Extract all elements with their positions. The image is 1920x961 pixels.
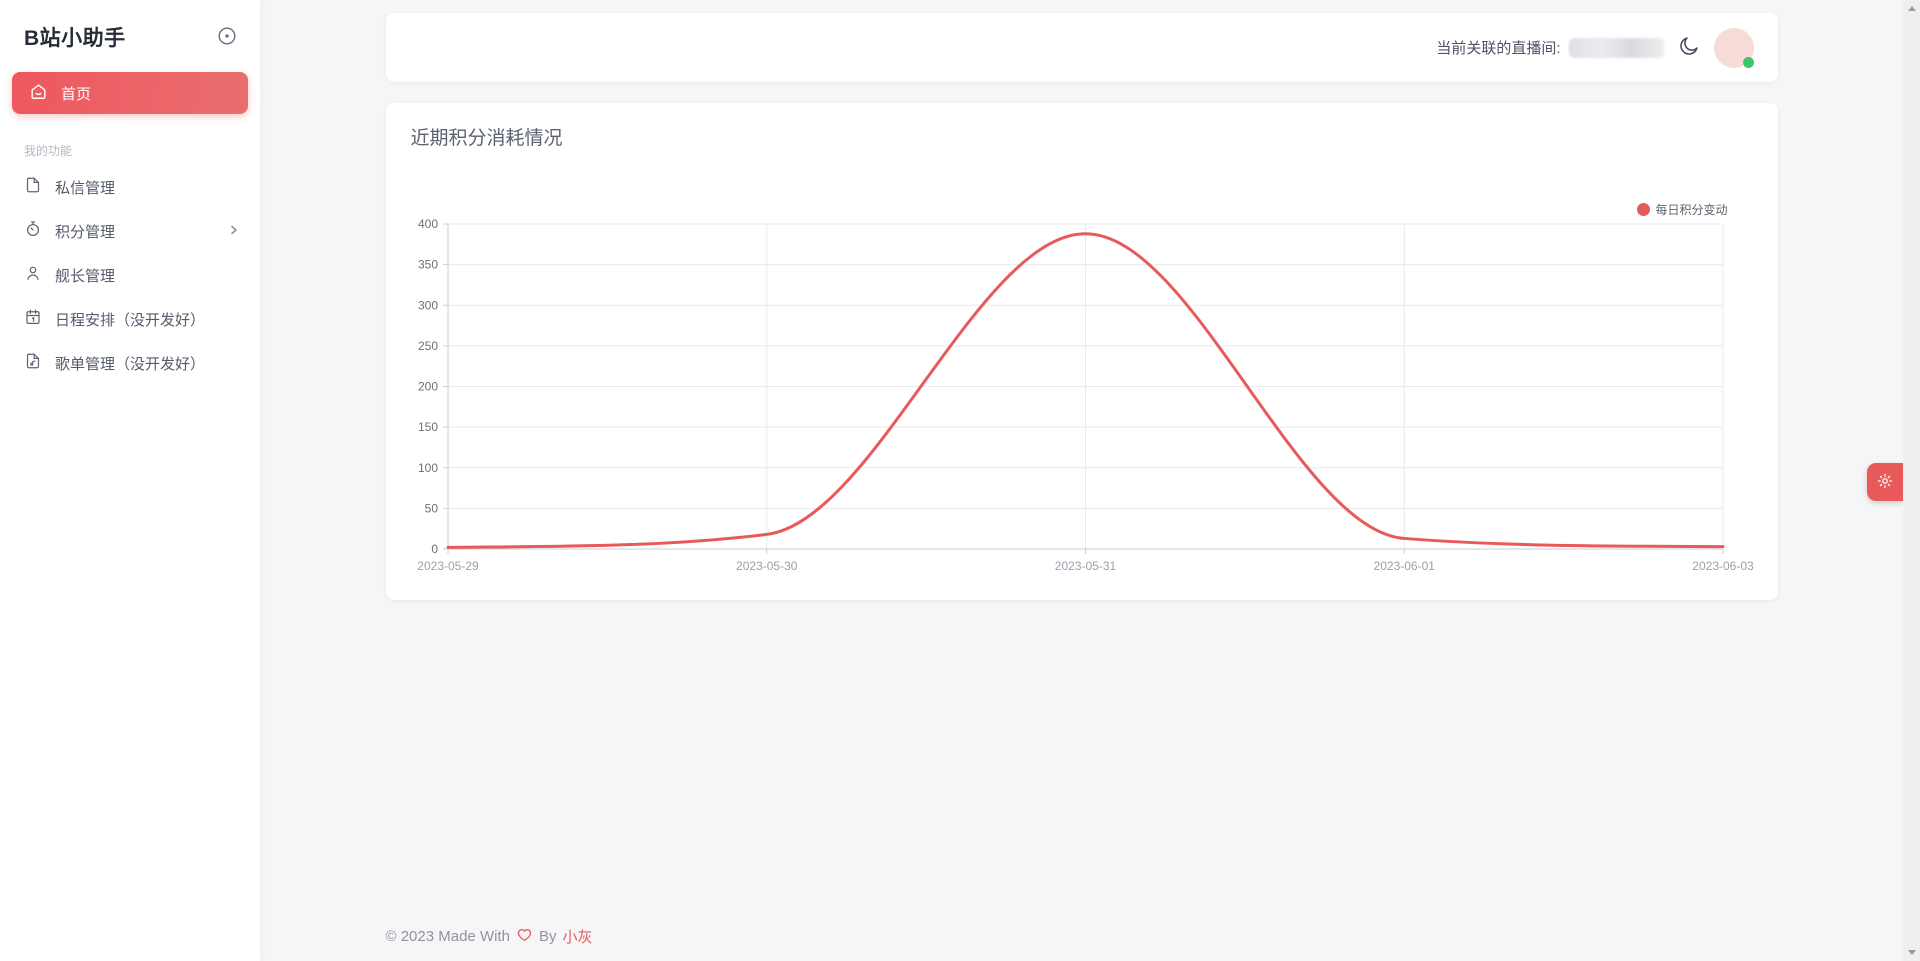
document-icon <box>24 176 42 198</box>
moon-icon <box>1678 35 1700 60</box>
svg-text:2023-05-29: 2023-05-29 <box>417 559 479 573</box>
sidebar-item-label: 舰长管理 <box>55 267 116 285</box>
sidebar-item-label: 首页 <box>61 85 92 103</box>
linked-room-label: 当前关联的直播间: <box>1436 40 1561 57</box>
sidebar-item-private-messages[interactable]: 私信管理 <box>0 165 260 209</box>
svg-text:2023-06-01: 2023-06-01 <box>1373 559 1435 573</box>
svg-text:200: 200 <box>417 380 437 394</box>
svg-text:300: 300 <box>417 298 437 312</box>
scroll-down-button[interactable] <box>1907 944 1916 961</box>
sidebar-item-captains[interactable]: 舰长管理 <box>0 253 260 297</box>
svg-text:2023-05-30: 2023-05-30 <box>736 559 798 573</box>
theme-toggle-button[interactable] <box>1678 35 1700 60</box>
avatar[interactable] <box>1713 27 1754 68</box>
svg-text:50: 50 <box>424 501 438 515</box>
svg-text:2023-05-31: 2023-05-31 <box>1054 559 1116 573</box>
gear-icon <box>1876 472 1894 493</box>
circle-dot-icon <box>216 25 238 50</box>
points-chart-card: 近期积分消耗情况 每日积分变动 0 50 100 150 200 250 300 350 400… <box>385 103 1778 600</box>
scroll-up-arrow-icon <box>1907 6 1916 11</box>
sidebar-item-schedule[interactable]: 日程安排（没开发好） <box>0 297 260 341</box>
collapse-sidebar-button[interactable] <box>216 25 238 50</box>
sidebar-item-home[interactable]: 首页 <box>12 72 248 114</box>
sidebar-item-label: 日程安排（没开发好） <box>55 311 206 329</box>
svg-text:100: 100 <box>417 461 437 475</box>
heart-outline-icon <box>516 926 533 947</box>
app-title: B站小助手 <box>24 27 126 50</box>
timer-icon <box>24 220 42 242</box>
svg-text:0: 0 <box>431 542 438 556</box>
chart-title: 近期积分消耗情况 <box>410 128 563 149</box>
sidebar-item-playlist[interactable]: 歌单管理（没开发好） <box>0 341 260 385</box>
chevron-right-icon <box>228 223 240 240</box>
sidebar-item-label: 积分管理 <box>55 223 116 241</box>
sidebar-header: B站小助手 <box>0 0 260 68</box>
playlist-icon <box>24 352 42 374</box>
top-header-card: 当前关联的直播间: <box>385 13 1778 82</box>
chart-legend[interactable]: 每日积分变动 <box>1637 201 1728 218</box>
scroll-down-arrow-icon <box>1907 950 1916 955</box>
sidebar-item-points[interactable]: 积分管理 <box>0 209 260 253</box>
vertical-scrollbar[interactable] <box>1903 0 1920 961</box>
sidebar-item-label: 歌单管理（没开发好） <box>55 355 206 373</box>
main-area: 当前关联的直播间: 近期积分消耗情况 每日积分变动 0 50 100 150 200 25… <box>260 0 1903 961</box>
svg-text:350: 350 <box>417 258 437 272</box>
scroll-up-button[interactable] <box>1907 0 1916 17</box>
sidebar-item-label: 私信管理 <box>55 179 116 197</box>
settings-fab-button[interactable] <box>1867 463 1903 501</box>
calendar-icon <box>24 308 42 330</box>
footer-by-text: By <box>538 928 557 945</box>
svg-text:2023-06-03: 2023-06-03 <box>1692 559 1754 573</box>
svg-text:150: 150 <box>417 420 437 434</box>
legend-dot-icon <box>1637 203 1651 216</box>
room-id-redacted <box>1568 37 1664 58</box>
home-smile-icon <box>29 82 48 105</box>
svg-text:250: 250 <box>417 339 437 353</box>
svg-text:400: 400 <box>417 217 437 231</box>
line-chart[interactable]: 0 50 100 150 200 250 300 350 400 2023-05-29 2023-0… <box>386 103 1778 600</box>
user-icon <box>24 264 42 286</box>
footer-copyright: © 2023 Made With <box>385 928 510 945</box>
sidebar-section-label: 我的功能 <box>24 144 73 158</box>
footer: © 2023 Made With By 小灰 <box>386 926 1778 961</box>
sidebar: B站小助手 首页 我的功能 私信管理 <box>0 0 260 961</box>
online-status-dot <box>1742 56 1754 68</box>
footer-author-link[interactable]: 小灰 <box>562 929 593 946</box>
legend-label: 每日积分变动 <box>1655 203 1728 217</box>
